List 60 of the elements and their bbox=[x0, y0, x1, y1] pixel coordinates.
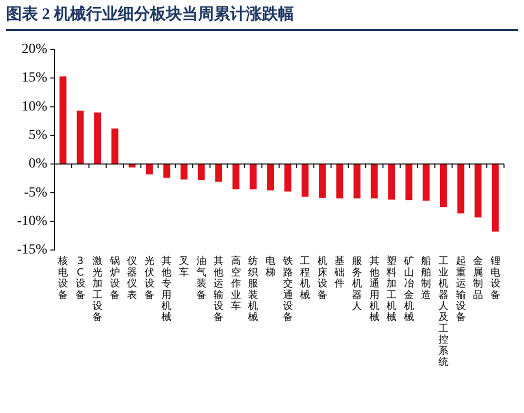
x-tick-label: 铁路交通设备 bbox=[282, 255, 293, 324]
x-tick-label: 塑料加工机械 bbox=[386, 255, 397, 324]
bar bbox=[457, 164, 464, 214]
x-tick-label: 叉车 bbox=[179, 256, 190, 278]
x-tick-label: 其他通用机械 bbox=[369, 255, 380, 324]
x-tick-label: 锅炉设备 bbox=[108, 256, 120, 301]
bar bbox=[370, 164, 378, 198]
bar bbox=[111, 128, 118, 164]
bar bbox=[354, 164, 360, 198]
x-tick-label: 其他运输设备 bbox=[214, 255, 224, 324]
x-tick-label: 核电设备 bbox=[56, 255, 68, 301]
x-tick-label: 工程机械 bbox=[300, 256, 310, 301]
bar bbox=[180, 164, 188, 180]
bar bbox=[440, 164, 447, 208]
bar bbox=[302, 164, 309, 197]
x-tick-label: 船舶制造 bbox=[421, 256, 432, 301]
x-tick-label: 3C设备 bbox=[75, 256, 86, 301]
bar bbox=[388, 164, 396, 200]
y-tick-label: -5% bbox=[24, 185, 48, 200]
y-tick-label: -10% bbox=[16, 214, 48, 230]
bar bbox=[198, 164, 205, 180]
x-tick-label: 其他专用机械 bbox=[162, 255, 172, 324]
bar bbox=[250, 164, 257, 190]
y-tick-label: 15% bbox=[22, 70, 48, 86]
bar bbox=[267, 164, 274, 190]
x-tick-label: 高空作业车 bbox=[230, 255, 241, 312]
bar bbox=[94, 112, 102, 164]
bar bbox=[422, 164, 430, 201]
bar bbox=[76, 110, 84, 164]
chart-title: 图表 2 机械行业细分板块当周累计涨跌幅 bbox=[6, 4, 518, 31]
bar bbox=[232, 164, 240, 190]
bar bbox=[163, 164, 170, 178]
x-tick-label: 金属制品 bbox=[473, 255, 484, 301]
bar bbox=[60, 76, 66, 164]
x-tick-label: 仪器仪表 bbox=[127, 255, 138, 301]
bar bbox=[215, 164, 222, 182]
y-tick-label: -15% bbox=[16, 242, 48, 258]
y-tick-label: 10% bbox=[22, 99, 48, 114]
x-tick-label: 服务机器人 bbox=[352, 256, 362, 312]
y-tick-label: 5% bbox=[28, 128, 48, 144]
bar bbox=[336, 164, 344, 198]
bar bbox=[284, 164, 292, 192]
category-label: 工业机器人及工控系统 bbox=[438, 256, 448, 368]
x-tick-label: 锂电设备 bbox=[489, 256, 500, 301]
y-tick-label: 0% bbox=[28, 156, 48, 172]
x-tick-label: 起重运输设备 bbox=[456, 255, 466, 324]
x-tick-label: 基础件 bbox=[334, 255, 345, 290]
x-tick-label: 电梯 bbox=[264, 255, 276, 278]
x-tick-label: 纺织服装机械 bbox=[248, 255, 258, 324]
x-tick-label: 激光加工设备 bbox=[92, 255, 103, 324]
x-tick-label: 机床设备 bbox=[317, 255, 328, 301]
bar bbox=[474, 164, 482, 218]
x-tick-label: 油气装备 bbox=[196, 255, 206, 301]
bar bbox=[318, 164, 326, 198]
bar bbox=[405, 164, 412, 200]
x-tick-label: 矿山冶金机械 bbox=[402, 255, 414, 324]
bar bbox=[492, 164, 499, 232]
bar bbox=[146, 164, 153, 174]
y-tick-label: 20% bbox=[22, 42, 48, 58]
x-tick-label: 光伏设备 bbox=[144, 255, 154, 301]
